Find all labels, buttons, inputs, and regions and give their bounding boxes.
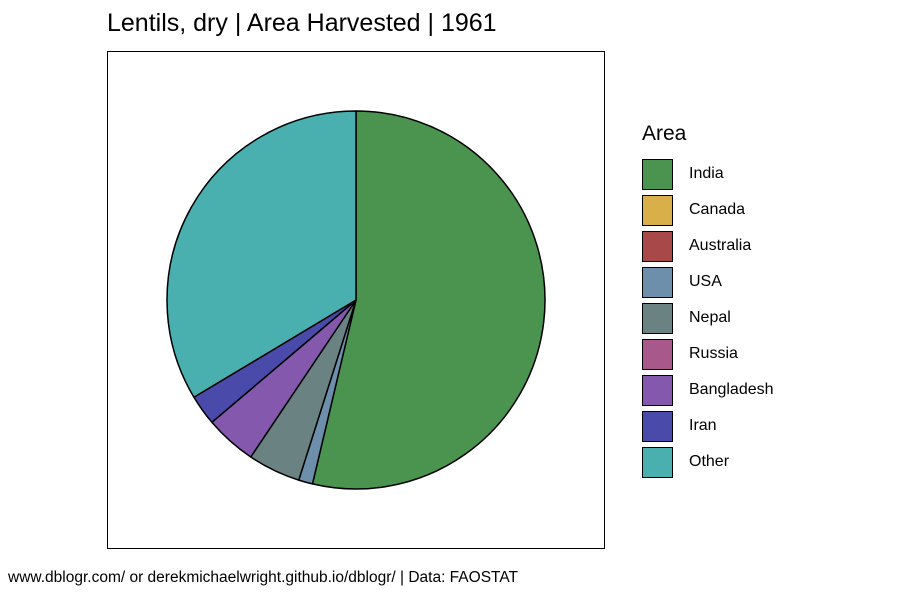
legend-item-iran: Iran [642,408,774,444]
legend-title: Area [642,122,687,145]
legend-label: USA [689,273,722,290]
legend-label: Australia [689,237,752,254]
legend-item-nepal: Nepal [642,300,774,336]
plot-panel [107,51,605,549]
legend-label: Bangladesh [689,381,774,398]
legend-label: Russia [689,345,738,362]
legend-swatch [642,302,673,334]
legend-swatch [642,338,673,370]
legend-item-other: Other [642,444,774,480]
legend-label: Iran [689,417,717,434]
legend: Area India Canada Australia USA Nepal Russia B… [642,122,774,480]
legend-label: Nepal [689,309,731,326]
legend-swatch [642,446,673,478]
legend-swatch [642,158,673,190]
legend-item-australia: Australia [642,228,774,264]
legend-item-usa: USA [642,264,774,300]
chart-title: Lentils, dry | Area Harvested | 1961 [107,9,497,37]
legend-item-russia: Russia [642,336,774,372]
legend-item-india: India [642,156,774,192]
legend-label: India [689,165,724,182]
source-caption: www.dblogr.com/ or derekmichaelwright.gi… [8,569,519,586]
legend-item-canada: Canada [642,192,774,228]
pie-slice-india [311,110,546,490]
legend-swatch [642,266,673,298]
legend-item-bangladesh: Bangladesh [642,372,774,408]
pie-chart [166,110,546,490]
legend-label: Canada [689,201,746,218]
legend-label: Other [689,453,730,470]
legend-swatch [642,194,673,226]
legend-swatch [642,230,673,262]
legend-swatch [642,374,673,406]
legend-items: India Canada Australia USA Nepal Russia Bangla… [642,156,774,480]
legend-swatch [642,410,673,442]
pie-slice-other [166,110,357,398]
